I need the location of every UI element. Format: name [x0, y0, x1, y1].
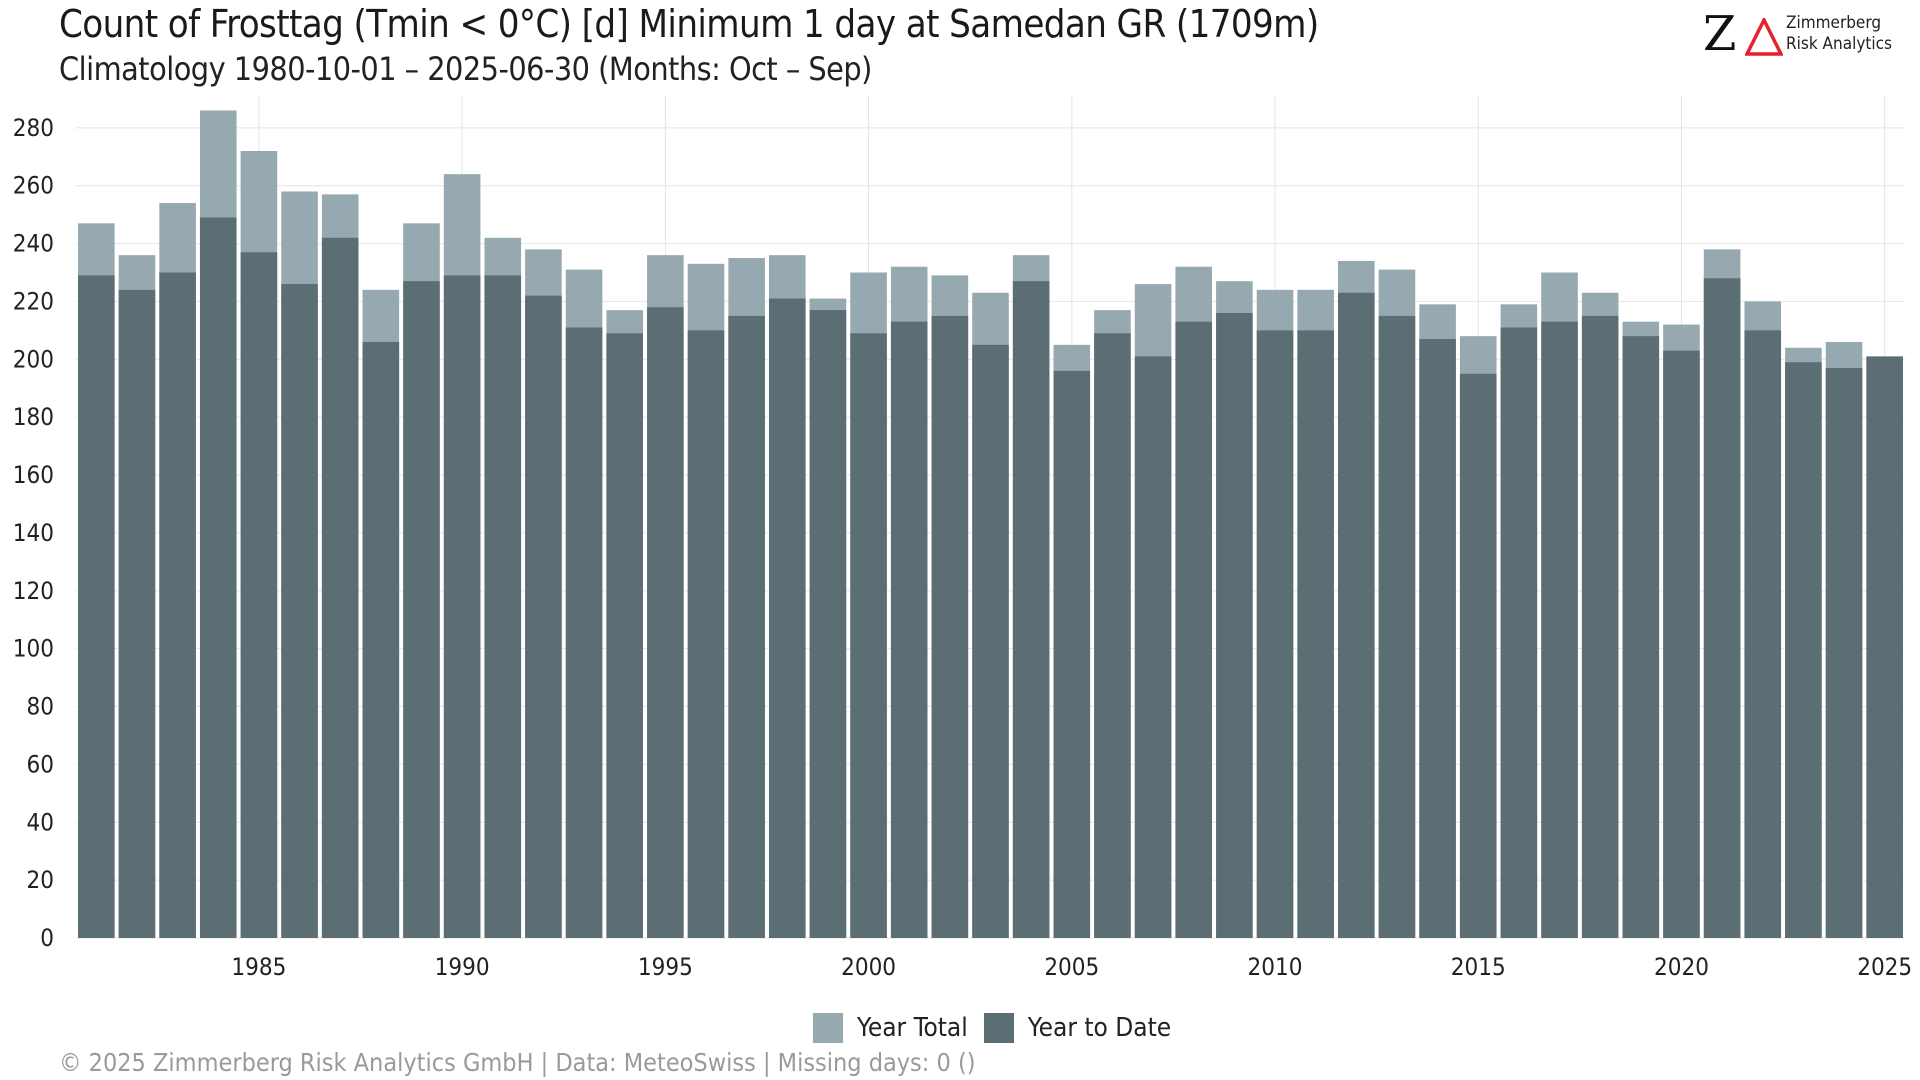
y-tick-label: 120 — [13, 577, 54, 605]
bar-year-to-date — [972, 344, 1009, 938]
bar-year-to-date — [1459, 373, 1497, 938]
bar-year-to-date — [687, 330, 725, 939]
y-tick-label: 20 — [27, 866, 54, 894]
y-tick-label: 160 — [13, 461, 54, 489]
bar-year-to-date — [199, 217, 237, 939]
company-logo: Z Zimmerberg Risk Analytics — [1703, 10, 1893, 58]
legend-swatch-year-to-date — [983, 1013, 1014, 1043]
bar-year-to-date — [850, 333, 887, 938]
bar-year-to-date — [1541, 321, 1578, 938]
bar-year-to-date — [1134, 356, 1172, 939]
bar-year-to-date — [403, 281, 440, 938]
y-tick-label: 60 — [27, 750, 54, 778]
y-tick-label: 180 — [13, 403, 54, 431]
bar-year-to-date — [281, 284, 318, 939]
legend-label-year-to-date: Year to Date — [1027, 1013, 1172, 1043]
y-tick-label: 280 — [13, 114, 54, 142]
bar-year-to-date — [809, 310, 847, 939]
x-tick-label: 2020 — [1654, 953, 1709, 981]
x-tick-label: 2010 — [1248, 953, 1303, 981]
y-tick-label: 40 — [27, 808, 54, 836]
bar-year-to-date — [1866, 356, 1903, 939]
x-tick-label: 2005 — [1044, 953, 1099, 981]
bar-year-to-date — [159, 272, 196, 938]
logo-z-mark: Z — [1703, 6, 1737, 62]
logo-line1: Zimmerberg — [1786, 13, 1882, 33]
y-tick-label: 100 — [13, 635, 54, 663]
x-tick-label: 1990 — [435, 953, 490, 981]
bar-year-to-date — [768, 298, 806, 938]
x-tick-label: 2000 — [841, 953, 896, 981]
logo-line2: Risk Analytics — [1786, 34, 1893, 54]
bar-year-to-date — [728, 315, 765, 938]
bar-year-to-date — [1785, 362, 1822, 938]
bar-year-to-date — [1825, 367, 1863, 938]
bar-year-to-date — [78, 275, 115, 938]
bar-year-to-date — [1297, 330, 1334, 939]
y-tick-label: 140 — [13, 519, 54, 547]
bar-year-to-date — [565, 327, 603, 938]
bar-year-to-date — [1419, 339, 1456, 939]
legend: Year Total Year to Date — [813, 1012, 1187, 1044]
bar-year-to-date — [443, 275, 481, 938]
y-tick-label: 200 — [13, 345, 54, 373]
bar-year-to-date — [1744, 330, 1782, 939]
bar-year-to-date — [1622, 336, 1660, 938]
bar-year-to-date — [1012, 281, 1050, 938]
bar-year-to-date — [1094, 333, 1131, 938]
bar-year-to-date — [118, 289, 156, 938]
x-tick-label: 2025 — [1857, 953, 1912, 981]
x-tick-label: 2015 — [1451, 953, 1506, 981]
footer-credit: © 2025 Zimmerberg Risk Analytics GmbH | … — [59, 1048, 976, 1077]
y-tick-label: 0 — [40, 924, 54, 952]
bar-year-to-date — [1053, 370, 1091, 938]
bar-chart: 0 20 40 60 80 100 120 140 160 180 200 220 240 260 280 1… — [13, 96, 1912, 981]
bar-year-to-date — [321, 237, 359, 938]
chart-title: Count of Frosttag (Tmin < 0°C) [d] Minim… — [59, 2, 1319, 46]
x-tick-label: 1995 — [638, 953, 693, 981]
bar-year-to-date — [1581, 315, 1619, 938]
bar-year-to-date — [606, 333, 643, 938]
y-tick-label: 260 — [13, 172, 54, 200]
bar-year-to-date — [1256, 330, 1294, 939]
legend-swatch-year-total — [813, 1013, 843, 1043]
chart-subtitle: Climatology 1980-10-01 – 2025-06-30 (Mon… — [59, 50, 872, 88]
bar-year-to-date — [525, 295, 562, 938]
logo-delta-stroke — [1745, 18, 1783, 56]
bar-year-to-date — [484, 275, 522, 938]
x-tick-label: 1985 — [231, 953, 286, 981]
bar-year-to-date — [240, 252, 278, 938]
bar-year-to-date — [931, 315, 969, 938]
bar-year-to-date — [647, 307, 684, 938]
bar-year-to-date — [1500, 327, 1538, 938]
bar-year-to-date — [1338, 292, 1375, 939]
bar-year-to-date — [362, 341, 400, 938]
bar-year-to-date — [1216, 313, 1253, 938]
bar-year-to-date — [1703, 278, 1741, 938]
y-tick-label: 80 — [27, 693, 54, 721]
y-tick-label: 240 — [13, 230, 54, 258]
legend-label-year-total: Year Total — [857, 1013, 968, 1043]
logo-delta-icon — [1745, 18, 1783, 56]
bar-year-to-date — [1663, 350, 1700, 938]
y-tick-label: 220 — [13, 287, 54, 315]
bar-year-to-date — [890, 321, 928, 938]
bar-year-to-date — [1175, 321, 1213, 938]
bar-year-to-date — [1378, 315, 1416, 938]
